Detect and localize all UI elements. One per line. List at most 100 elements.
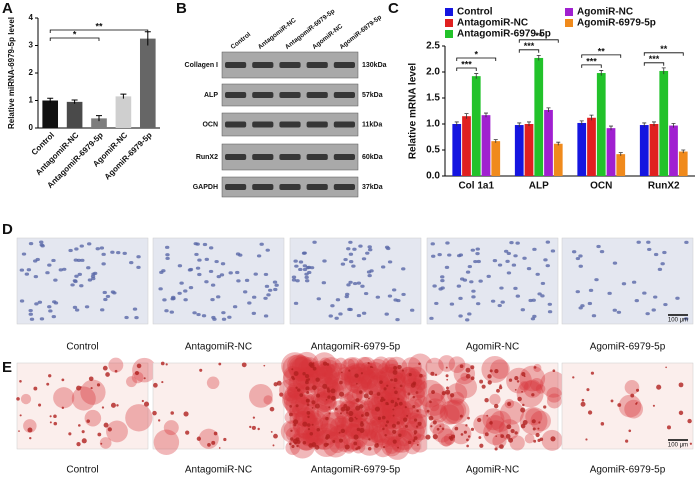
- nucleus: [165, 256, 170, 261]
- nucleus: [385, 246, 391, 251]
- stain-dot: [516, 380, 520, 383]
- stain-dot: [450, 393, 455, 398]
- stain-dot: [507, 402, 512, 407]
- stain-blob: [407, 366, 427, 387]
- nucleus: [578, 264, 583, 268]
- blot-band: [306, 92, 328, 98]
- nucleus: [183, 298, 188, 302]
- nucleus: [657, 267, 663, 271]
- bar: [587, 117, 596, 176]
- y-tick-label: 1.0: [426, 119, 440, 130]
- stain-dot: [396, 421, 400, 425]
- stain-dot: [412, 382, 416, 386]
- stain-dot: [311, 385, 317, 391]
- stain-dot: [213, 431, 218, 436]
- micrograph: Control: [16, 357, 157, 476]
- nucleus: [348, 252, 354, 256]
- stain-blob: [366, 358, 389, 381]
- caption: Control: [66, 465, 98, 476]
- stain-dot: [218, 447, 221, 449]
- nucleus: [74, 247, 79, 251]
- stain-dot: [272, 444, 275, 447]
- nucleus: [363, 291, 369, 296]
- stain-dot: [249, 425, 252, 429]
- x-tick-label: AntagomiR-NC: [34, 130, 81, 177]
- stain-blob: [370, 425, 391, 446]
- stain-dot: [417, 421, 422, 426]
- stain-blob: [249, 384, 273, 408]
- nucleus: [594, 278, 599, 282]
- nucleus: [48, 309, 53, 313]
- stain-dot: [165, 363, 168, 366]
- nucleus: [646, 240, 651, 244]
- stain-dot: [338, 431, 341, 434]
- stain-dot: [499, 444, 504, 449]
- stain-blob: [344, 392, 354, 401]
- y-tick-label: 4: [29, 13, 34, 22]
- stain-blob: [427, 383, 446, 402]
- stain-blob: [344, 375, 355, 386]
- stain-dot: [308, 362, 314, 367]
- nucleus: [80, 258, 85, 262]
- stain-dot: [314, 445, 320, 450]
- bar: [471, 76, 481, 176]
- stain-dot: [393, 365, 398, 370]
- significance-bracket: [49, 37, 100, 41]
- stain-blob: [407, 394, 431, 419]
- micrograph-bg: [561, 237, 694, 325]
- nucleus: [351, 264, 356, 268]
- nucleus: [344, 295, 349, 299]
- stain-dot: [223, 437, 227, 442]
- stain-blob: [429, 404, 448, 423]
- stain-dot: [356, 427, 361, 432]
- bar: [678, 151, 688, 176]
- stain-dot: [600, 422, 605, 426]
- nucleus: [531, 298, 536, 302]
- nucleus: [74, 274, 79, 278]
- nucleus: [219, 273, 225, 277]
- nucleus: [375, 295, 381, 299]
- stain-dot: [510, 428, 515, 434]
- stain-dot: [550, 436, 556, 442]
- caption: AgomiR-6979-5p: [590, 342, 666, 353]
- nucleus: [164, 245, 170, 249]
- nucleus: [683, 317, 689, 321]
- stain-blob: [473, 414, 493, 434]
- nucleus: [228, 271, 233, 275]
- stain-dot: [311, 400, 316, 405]
- stain-blob: [516, 380, 544, 408]
- stain-dot: [552, 369, 556, 373]
- stain-dot: [383, 387, 387, 391]
- stain-dot: [652, 404, 655, 407]
- nucleus: [401, 267, 406, 271]
- stain-dot: [297, 388, 301, 392]
- stain-dot: [101, 406, 105, 409]
- stain-dot: [394, 390, 398, 395]
- stain-dot: [428, 415, 434, 421]
- nucleus: [274, 283, 279, 287]
- stain-dot: [291, 444, 295, 449]
- stain-blob: [446, 383, 468, 404]
- error-bar: [71, 99, 78, 104]
- stain-dot: [590, 371, 595, 375]
- nucleus: [21, 252, 27, 256]
- stain-dot: [48, 374, 52, 378]
- significance-label: ***: [649, 54, 660, 64]
- nucleus: [475, 302, 481, 306]
- stain-dot: [382, 398, 386, 402]
- stain-dot: [465, 367, 471, 373]
- stain-blob: [293, 381, 316, 405]
- nucleus: [76, 258, 82, 263]
- nucleus: [70, 283, 75, 287]
- error-bar: [536, 54, 541, 61]
- stain-dot: [467, 416, 470, 420]
- stain-dot: [665, 366, 667, 369]
- nucleus: [45, 271, 50, 275]
- stain-dot: [19, 414, 22, 417]
- stain-dot: [470, 365, 475, 370]
- stain-dot: [479, 443, 484, 448]
- stain-blob: [353, 369, 367, 382]
- stain-dot: [628, 429, 632, 433]
- stain-dot: [207, 443, 211, 447]
- bar: [481, 115, 491, 176]
